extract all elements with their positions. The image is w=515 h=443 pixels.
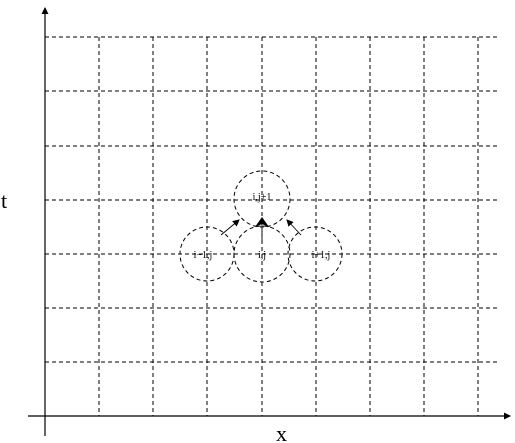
t-axis-label: t — [1, 188, 7, 213]
x-axis-label: x — [276, 421, 287, 443]
node-label-top: i,j+1 — [253, 192, 272, 203]
stencil: i,j+1 i−1,j i,j i+1,j — [179, 170, 343, 283]
node-label-left: i−1,j — [194, 250, 213, 261]
node-circle-right — [287, 226, 343, 282]
arrow-left-to-top — [220, 219, 240, 236]
node-label-center: i,j — [258, 250, 266, 261]
arrow-right-to-top — [286, 219, 302, 236]
node-circle-center — [233, 225, 291, 283]
node-label-right: i+1,j — [312, 250, 331, 261]
grid — [45, 36, 500, 416]
